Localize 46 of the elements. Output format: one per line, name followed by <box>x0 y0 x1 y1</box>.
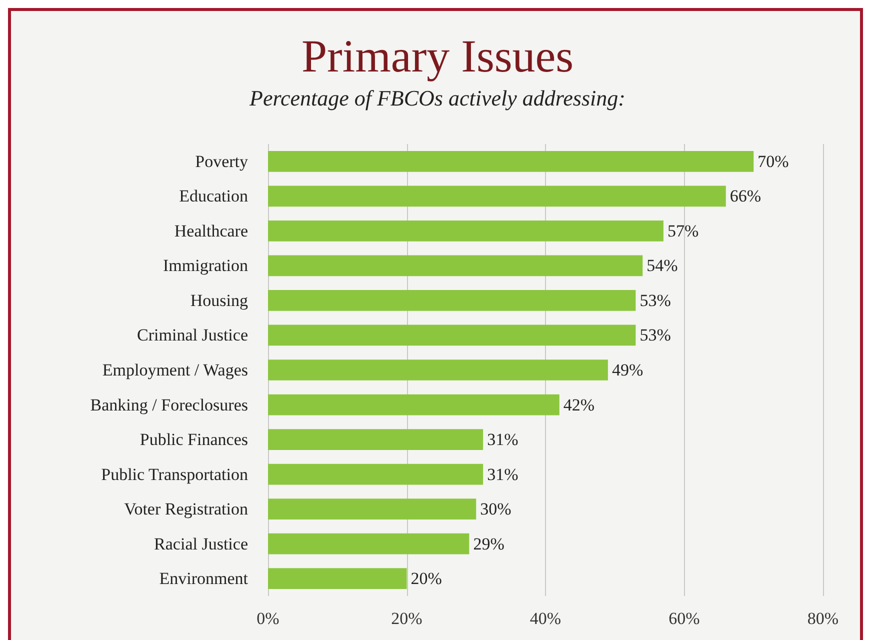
chart-subtitle: Percentage of FBCOs actively addressing: <box>248 86 626 110</box>
y-tick-label: Banking / Foreclosures <box>90 395 248 414</box>
x-tick-label: 40% <box>530 609 562 628</box>
bar <box>268 568 407 590</box>
data-label: 30% <box>480 500 512 519</box>
y-tick-label: Healthcare <box>174 221 248 240</box>
bar <box>268 255 643 276</box>
data-label: 49% <box>612 360 644 380</box>
data-label: 53% <box>640 290 671 310</box>
data-label: 20% <box>410 569 442 588</box>
x-tick-label: 20% <box>391 609 422 628</box>
y-tick-label: Employment / Wages <box>102 360 248 380</box>
bar <box>268 186 726 207</box>
x-tick-label: 60% <box>668 609 700 628</box>
data-label: 57% <box>667 221 699 240</box>
y-tick-label: Immigration <box>163 256 248 276</box>
y-tick-label: Education <box>179 186 248 206</box>
bar <box>268 498 476 520</box>
y-tick-label: Poverty <box>195 152 248 171</box>
y-tick-label: Public Finances <box>140 430 248 450</box>
bar <box>268 150 754 172</box>
y-tick-label: Public Transportation <box>101 464 248 484</box>
y-tick-label: Criminal Justice <box>137 326 248 345</box>
data-label: 54% <box>646 256 678 276</box>
data-label: 29% <box>473 534 504 554</box>
bar <box>268 533 470 554</box>
y-tick-label: Voter Registration <box>124 500 248 519</box>
bar <box>268 464 484 485</box>
bar <box>268 290 636 311</box>
data-label: 53% <box>640 326 671 345</box>
data-label: 42% <box>563 395 595 414</box>
x-tick-label: 0% <box>256 609 280 628</box>
bar <box>268 220 664 242</box>
y-tick-label: Racial Justice <box>154 534 248 554</box>
bar <box>268 324 636 346</box>
x-tick-label: 80% <box>807 609 839 628</box>
data-label: 31% <box>487 430 518 450</box>
data-label: 66% <box>730 186 762 206</box>
y-tick-label: Housing <box>190 290 248 310</box>
data-label: 70% <box>758 152 789 171</box>
data-label: 31% <box>487 464 518 484</box>
bar <box>268 429 484 450</box>
chart-title: Primary Issues <box>301 30 574 82</box>
y-tick-label: Environment <box>159 569 248 588</box>
bar <box>268 394 560 416</box>
bar <box>268 360 608 380</box>
